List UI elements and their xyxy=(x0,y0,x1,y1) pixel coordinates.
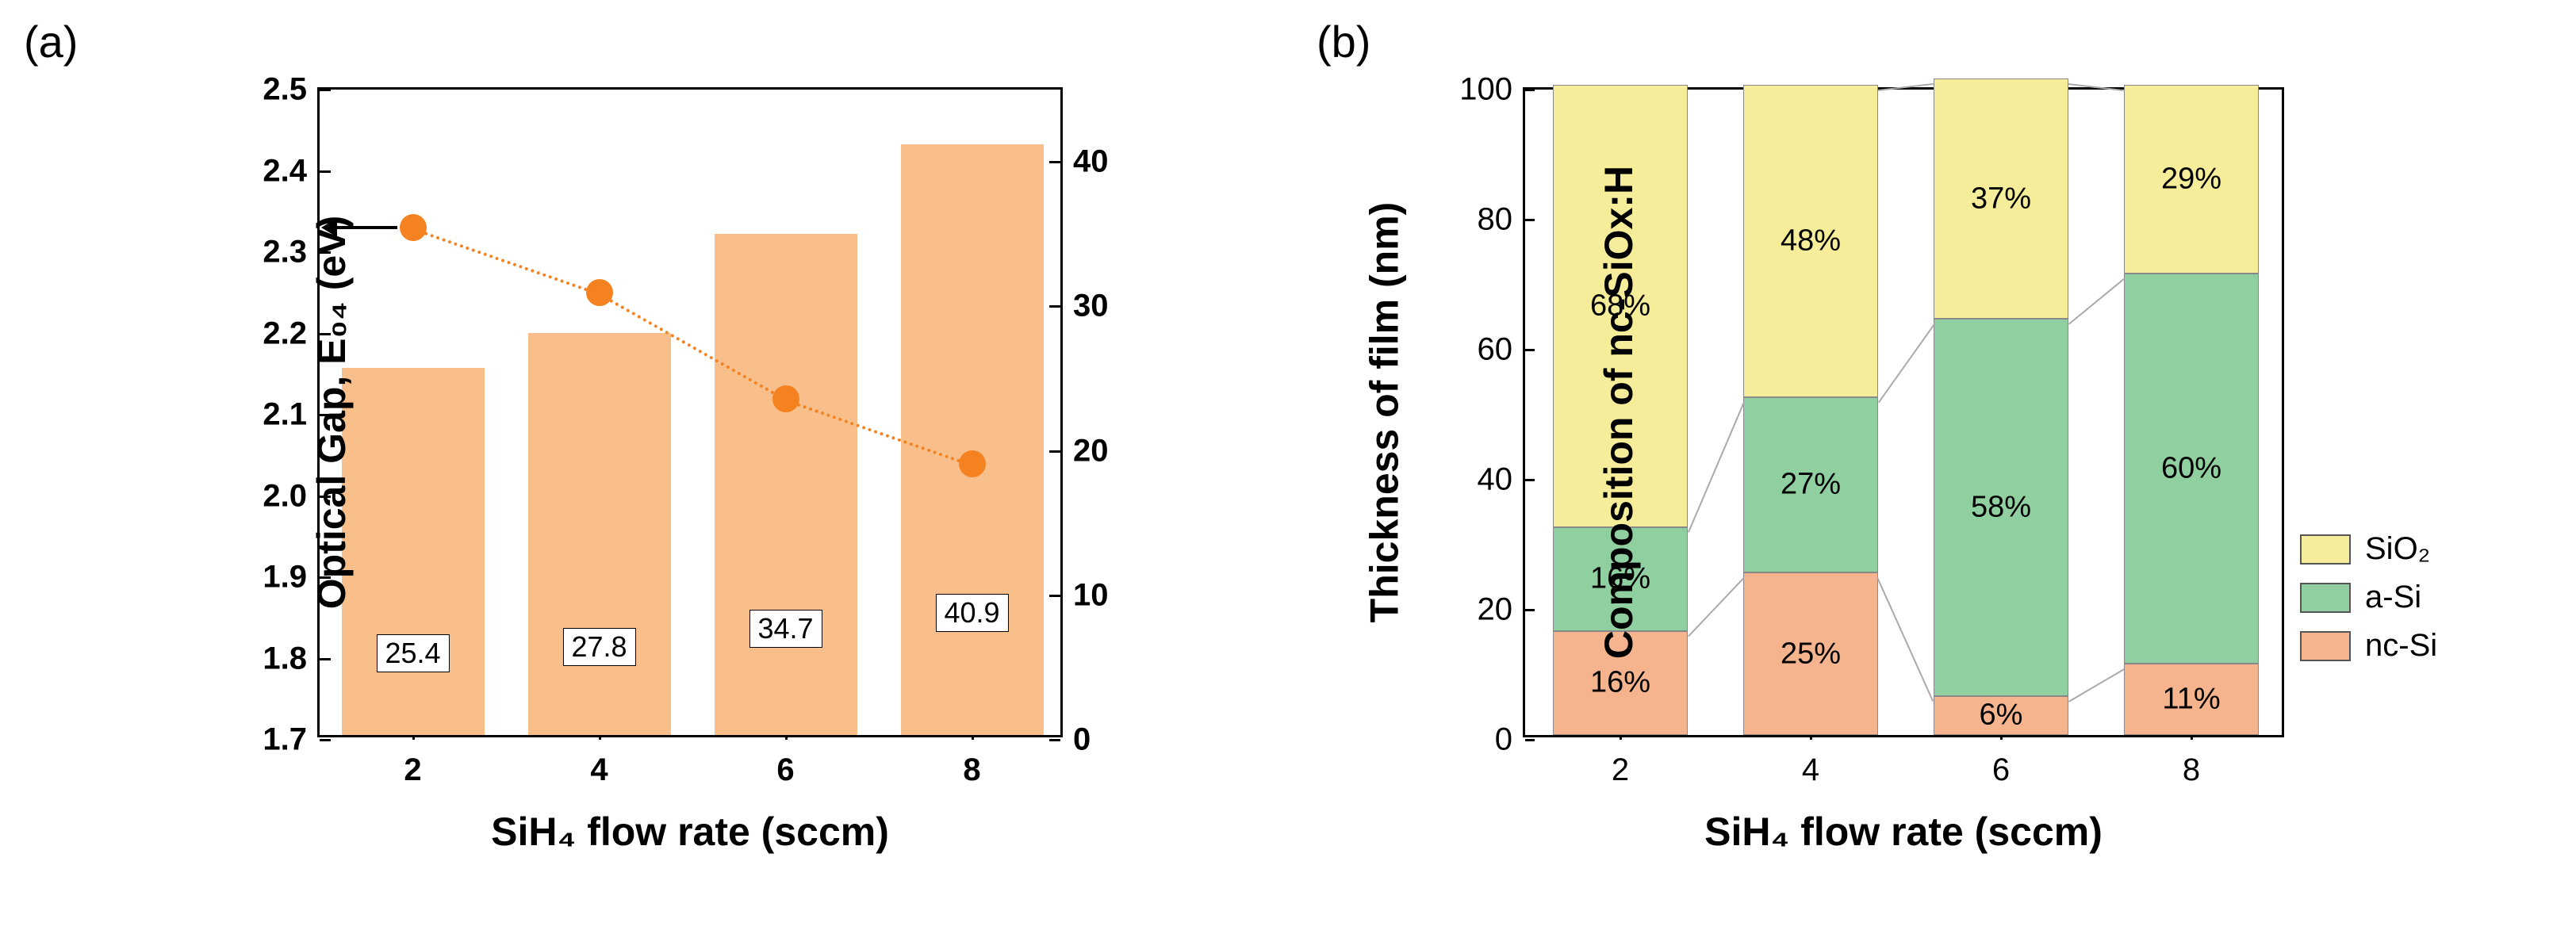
chart-b-segment-label: 6% xyxy=(1980,699,2023,733)
chart-b-legend-item: a-Si xyxy=(2300,580,2437,615)
chart-a-xtick: 2 xyxy=(404,752,421,788)
chart-b-ytick: 40 xyxy=(1478,462,1513,498)
chart-b-xlabel: SiH₄ flow rate (sccm) xyxy=(1704,809,2103,855)
chart-b-connector xyxy=(1688,402,1745,533)
chart-a-scatter-point xyxy=(586,279,613,306)
chart-a-ytick-right: 30 xyxy=(1073,289,1109,324)
chart-a-ytick-left: 2.0 xyxy=(263,478,307,514)
figure-page: (a) (b) 1.71.81.92.02.12.22.32.42.501020… xyxy=(0,0,2576,934)
legend-swatch-icon xyxy=(2300,534,2351,565)
chart-a-ytick-right: 20 xyxy=(1073,433,1109,469)
chart-b-xtick: 2 xyxy=(1612,752,1629,788)
chart-b-connector xyxy=(2068,278,2125,325)
chart-a-xtick: 8 xyxy=(963,752,980,788)
chart-a-xtick: 4 xyxy=(590,752,608,788)
chart-b-segment-label: 11% xyxy=(2162,682,2220,716)
chart-a-ytick-right: 10 xyxy=(1073,577,1109,613)
chart-a-ytick-left: 2.3 xyxy=(263,235,307,270)
chart-a-ytick-left: 1.9 xyxy=(263,560,307,595)
chart-a-bar-value-label: 34.7 xyxy=(749,610,822,648)
chart-b-segment-label: 48% xyxy=(1781,224,1841,258)
chart-a-xtick: 6 xyxy=(776,752,794,788)
chart-a-ytick-right: 40 xyxy=(1073,144,1109,180)
chart-b-segment-label: 58% xyxy=(1971,491,2031,525)
chart-a-xlabel: SiH₄ flow rate (sccm) xyxy=(491,809,889,855)
chart-b-segment-label: 60% xyxy=(2161,451,2221,485)
chart-b-bar: 6% 58% 37% xyxy=(1934,85,2068,735)
chart-a-bar-value-label: 27.8 xyxy=(562,628,635,666)
legend-swatch-icon xyxy=(2300,631,2351,661)
chart-a-bar xyxy=(342,368,485,735)
chart-a-ytick-left: 2.5 xyxy=(263,72,307,108)
chart-b-ytick: 0 xyxy=(1495,722,1512,758)
chart-a-ytick-left: 1.8 xyxy=(263,641,307,676)
chart-a-scatter-point xyxy=(959,450,986,477)
chart-b-bar: 11% 60% 29% xyxy=(2124,85,2259,735)
chart-b-connector xyxy=(2068,83,2124,91)
chart-a-bar xyxy=(901,144,1044,735)
chart-b-connector xyxy=(1878,83,1934,91)
chart-b-ytick: 60 xyxy=(1478,332,1513,368)
legend-label: SiO₂ xyxy=(2365,531,2430,567)
chart-a-scatter-point xyxy=(772,385,799,412)
legend-label: a-Si xyxy=(2365,580,2421,615)
chart-b-connector xyxy=(1688,577,1744,637)
legend-swatch-icon xyxy=(2300,583,2351,613)
chart-a-scatter-line xyxy=(412,228,599,296)
chart-b-ytick: 80 xyxy=(1478,202,1513,238)
chart-b-connector xyxy=(1876,577,1934,702)
chart-a-ytick-left: 1.7 xyxy=(263,722,307,758)
chart-b-segment-label: 25% xyxy=(1781,637,1841,671)
chart-a-bar-value-label: 40.9 xyxy=(935,594,1008,632)
chart-a-ytick-left: 2.2 xyxy=(263,316,307,351)
chart-b-segment-label: 29% xyxy=(2161,162,2221,196)
chart-b-segment-label: 16% xyxy=(1590,666,1650,700)
chart-a-bar xyxy=(715,234,857,735)
chart-b: 020406080100216%16%68%425%27%48%66%58%37… xyxy=(1348,40,2554,888)
chart-b-ylabel: Composition of nc-SiOx:H xyxy=(1596,166,1642,659)
chart-b-ytick: 100 xyxy=(1459,72,1512,108)
chart-a-ytick-left: 2.4 xyxy=(263,153,307,189)
chart-a-ytick-left: 2.1 xyxy=(263,397,307,433)
chart-a-bar-value-label: 25.4 xyxy=(376,634,449,672)
chart-b-segment-label: 37% xyxy=(1971,182,2031,216)
legend-label: nc-Si xyxy=(2365,628,2437,664)
chart-b-xtick: 6 xyxy=(1992,752,2010,788)
chart-a-scatter-point xyxy=(400,214,427,241)
chart-a: 1.7 1.8 1.9 2.0 2.1 2.2 2.3 2.4 2.5 0 10 20 30 40 2 25.… xyxy=(103,40,1213,888)
chart-a-plot: 1.71.81.92.02.12.22.32.42.5010203040225.… xyxy=(317,87,1063,737)
panel-label-a: (a) xyxy=(24,16,78,67)
chart-a-bar xyxy=(528,333,671,735)
chart-b-connector xyxy=(1878,323,1935,403)
chart-b-legend-item: nc-Si xyxy=(2300,628,2437,664)
chart-b-xtick: 8 xyxy=(2183,752,2200,788)
chart-b-bar: 25% 27% 48% xyxy=(1743,85,1878,735)
chart-a-ytick-right: 0 xyxy=(1073,722,1091,758)
chart-b-xtick: 4 xyxy=(1802,752,1819,788)
chart-b-legend-item: SiO₂ xyxy=(2300,531,2437,567)
chart-b-ytick: 20 xyxy=(1478,592,1513,628)
chart-b-segment-label: 27% xyxy=(1781,468,1841,502)
chart-a-ylabel-left: Optical Gap, E₀₄ (eV) xyxy=(309,216,355,609)
chart-b-legend: SiO₂ a-Si nc-Si xyxy=(2300,531,2437,676)
chart-b-connector xyxy=(2068,668,2125,702)
